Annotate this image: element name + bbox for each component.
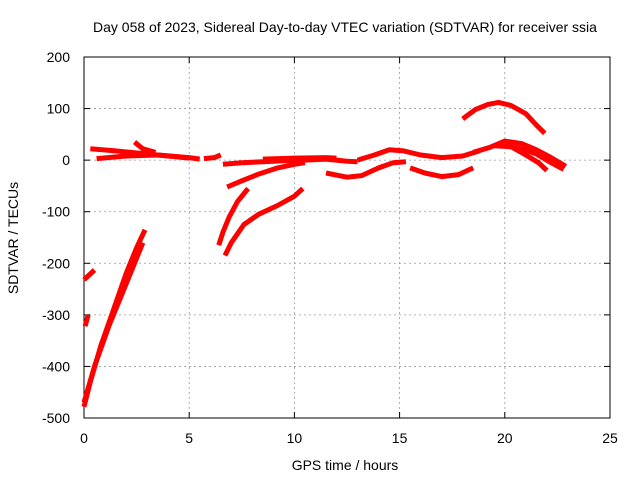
x-tick-label: 20 <box>497 430 513 446</box>
series-arc-15 <box>356 147 481 163</box>
series-arc-18 <box>472 138 568 169</box>
series-arc-11 <box>226 160 306 190</box>
y-tick-label: -400 <box>42 358 70 374</box>
axis-ticks <box>83 56 611 419</box>
series-arc-17 <box>461 99 547 136</box>
y-tick-label: -200 <box>42 255 70 271</box>
series-arc-10 <box>222 186 305 257</box>
x-tick-label: 10 <box>287 430 303 446</box>
series-arc-06 <box>96 152 201 162</box>
series-arc-16 <box>409 165 475 180</box>
series-arc-14 <box>325 159 407 180</box>
x-tick-labels: 0 5 10 15 20 25 <box>80 430 618 446</box>
series-arc-20 <box>504 143 565 172</box>
x-tick-label: 0 <box>80 430 88 446</box>
y-axis-label: SDTVAR / TECUs <box>5 182 21 294</box>
series-layer <box>81 99 568 408</box>
y-tick-label: 100 <box>47 101 71 117</box>
series-arc-09 <box>216 186 251 246</box>
series-arc-04 <box>81 241 146 404</box>
chart-title: Day 058 of 2023, Sidereal Day-to-day VTE… <box>93 19 597 35</box>
x-tick-label: 25 <box>602 430 618 446</box>
y-tick-label: 200 <box>47 49 71 65</box>
y-tick-label: 0 <box>62 152 70 168</box>
y-tick-label: -300 <box>42 307 70 323</box>
series-arc-07 <box>132 140 157 155</box>
grid <box>84 57 610 418</box>
series-arc-13 <box>262 155 337 162</box>
y-tick-label: -100 <box>42 204 70 220</box>
x-tick-label: 15 <box>392 430 408 446</box>
y-tick-label: -500 <box>42 410 70 426</box>
series-arc-01 <box>82 268 97 282</box>
series-arc-02 <box>82 314 91 327</box>
y-tick-labels: -500 -400 -300 -200 -100 0 100 200 <box>42 49 70 426</box>
plot-frame <box>83 56 611 419</box>
series-arc-08 <box>203 152 222 162</box>
x-axis-label: GPS time / hours <box>292 457 399 473</box>
x-tick-label: 5 <box>185 430 193 446</box>
